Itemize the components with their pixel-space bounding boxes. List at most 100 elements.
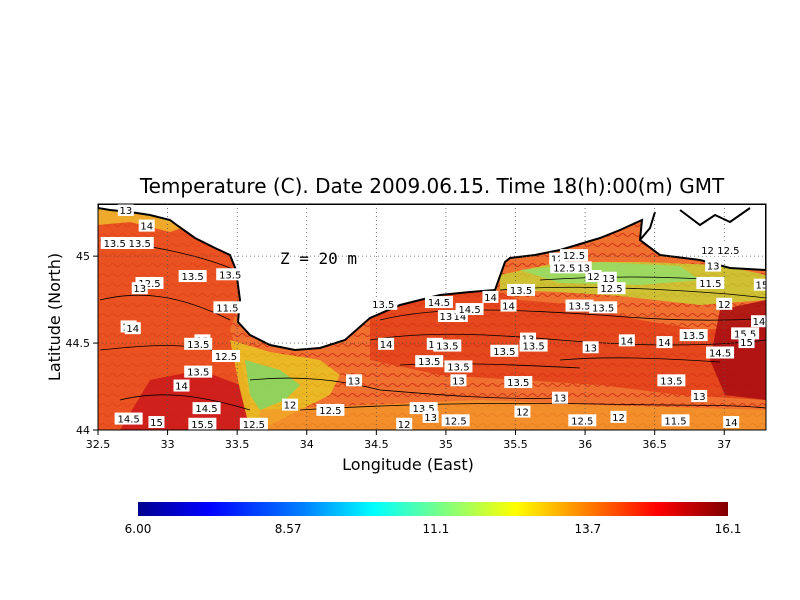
contour-label-box [519,339,548,352]
contour-label-box [396,417,413,430]
contour-label-box [575,261,592,274]
contour-label: 13.5 [522,342,544,353]
contour-label: 12 [516,408,529,419]
contour-label: 14 [140,222,153,233]
contour-label: 13.5 [187,368,209,379]
contour-label: 15 [150,418,163,429]
x-tick-label: 34.5 [364,438,389,451]
contour-label-box [482,290,499,303]
contour-label-box [213,301,242,314]
colorbar-tick-label: 8.57 [275,522,302,536]
contour-label-box [610,410,627,423]
contour-label: 13 [693,392,706,403]
grid-lines [98,204,766,430]
x-tick-label: 37 [717,438,731,451]
contour-label: 15 [740,338,753,349]
contour-label-box [212,349,241,362]
plot-area: 13 14 13.5 13.5 12.5 13 13.5 13.5 11.5 14 14 13 13.5… [98,204,766,430]
contour-label-box [600,271,617,284]
chart-title: Temperature (C). Date 2009.06.15. Time 1… [139,174,725,198]
contour-label-box [138,219,155,232]
x-tick-label: 36.5 [642,438,667,451]
contour-label: 12 [551,255,564,266]
contour-label: 13.5 [592,303,614,314]
contour-label: 14 [502,302,515,313]
contour-label-box [125,236,154,249]
contour-label-box [716,297,733,310]
y-axis-label: Latitude (North) [45,253,64,381]
contour-label-box [369,297,398,310]
contour-label-box [723,416,740,429]
contour-labels: 13 14 13.5 13.5 12.5 13 13.5 13.5 11.5 14 14 13 13.5… [100,204,766,430]
contour-label: 13.5 [418,357,440,368]
contour-label-box [378,337,395,350]
contour-label: 13 [602,274,615,285]
contour-label-box [192,402,221,415]
contour-label: 14 [725,418,738,429]
contour-label-box [618,334,635,347]
contour-label: 13 [348,376,361,387]
depth-annotation: Z = 20 m [280,249,357,268]
contour-label-box [184,337,213,350]
contour-label-box [124,322,141,335]
contour-label: 13.5 [182,272,204,283]
y-tick-label: 44.5 [66,337,91,350]
contour-label-box [450,374,467,387]
colorbar [138,502,728,516]
contour-label: 13.5 [447,362,469,373]
contour-label: 11.5 [699,279,721,290]
contour-label-box [582,341,599,354]
hot-core-southwest [120,370,250,430]
contour-label-box [441,414,470,427]
contour-label: 14 [753,317,766,328]
contour-label: 13.5 [219,270,241,281]
contour-label-box [589,301,618,314]
contour-label: 12.5 [553,263,575,274]
x-tick-label: 33 [161,438,175,451]
contour-label-box [699,243,716,256]
contour-label-box [114,412,143,425]
contour-label: 13 [119,206,132,217]
contour-label-box [433,339,462,352]
contour-label: 12 [587,272,600,283]
contour-label: 14.5 [428,298,450,309]
contour-label-box [691,389,708,402]
contour-label: 12 [718,300,731,311]
contour-label: 11.5 [664,416,686,427]
contour-label: 14.5 [117,415,139,426]
contour-label-box [568,414,597,427]
x-axis-ticks: 32.5 33 33.5 34 34.5 35 35.5 36 36.5 37 [86,430,731,451]
contour-label-box [346,374,363,387]
contour-label: 11.5 [216,303,238,314]
x-tick-label: 36 [578,438,592,451]
contour-label-box [455,303,484,316]
colorbar-tick-label: 16.1 [715,522,742,536]
contour-label-box [500,299,517,312]
contour-label: 12 [284,401,297,412]
contour-label: 13 [133,284,146,295]
contour-label: 13.5 [129,239,151,250]
contour-label-box [415,355,444,368]
contour-label: 13.5 [372,300,394,311]
contour-label-box [661,414,690,427]
contour-label-box [507,283,536,296]
contour-label: 13.5 [660,376,682,387]
contour-label-box [178,270,207,283]
contour-label-box [753,278,766,291]
contour-label: 13.5 [507,378,529,389]
colorbar-ticks: 6.00 8.57 11.1 13.7 16.1 [125,522,742,536]
contour-label: 14 [175,382,188,393]
x-tick-label: 35.5 [503,438,528,451]
contour-label-box [751,315,766,328]
contour-label: 13.5 [436,342,458,353]
contour-label-box [696,276,725,289]
contour-label-box [282,398,299,411]
contour-label-box [714,243,743,256]
contour-label-box [100,236,129,249]
y-axis-ticks: 44 44.5 45 [66,250,98,437]
contour-label-box [173,379,190,392]
contour-label: 14.5 [195,404,217,415]
contour-label-box [706,346,735,359]
y-tick-label: 45 [76,250,90,263]
contour-label: 14 [658,338,671,349]
